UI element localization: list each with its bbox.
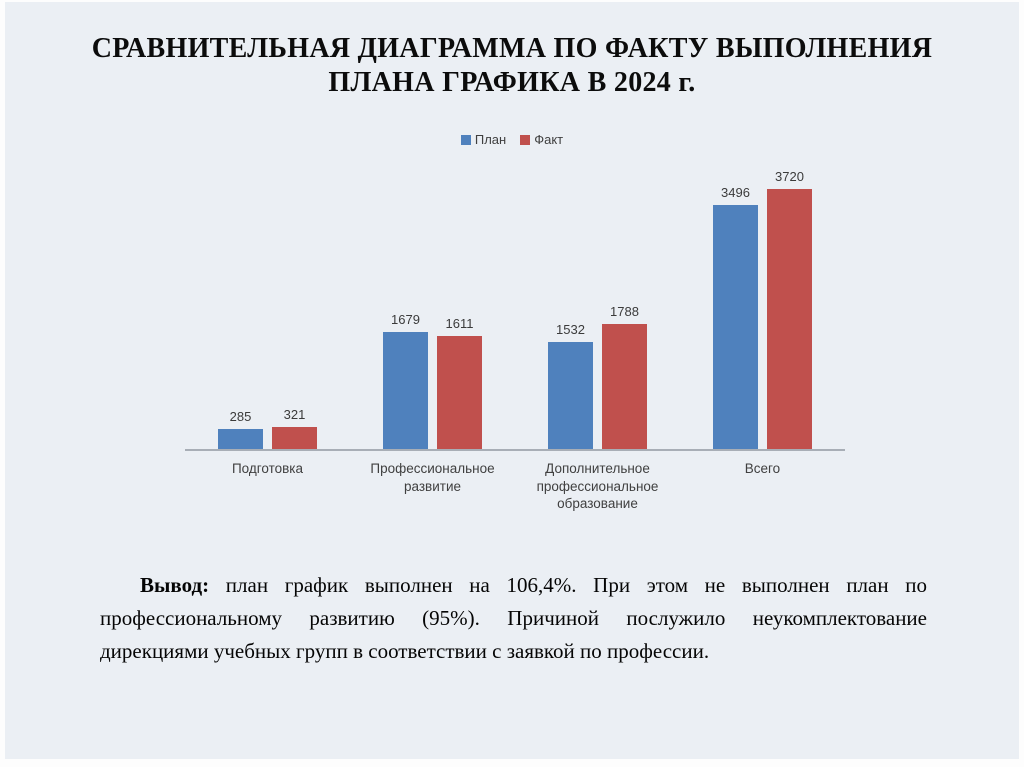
legend-label: Факт — [534, 132, 564, 148]
bar-План — [383, 332, 428, 450]
bar-with-label: 321 — [272, 407, 317, 450]
bar-with-label: 1788 — [602, 304, 647, 450]
bar-chart: 285 321 1679 1611 1532 1788 3496 3720 Подготовк… — [185, 163, 845, 513]
category-label: Дополнительное профессиональное образова… — [536, 461, 659, 512]
bar-value-label: 1532 — [556, 322, 585, 338]
bar-with-label: 1532 — [548, 322, 593, 450]
chart-legend: План Факт — [5, 132, 1019, 147]
category-axis-labels: Подготовка Профессиональное развитие Допол… — [185, 460, 845, 513]
conclusion-text: Вывод: план график выполнен на 106,4%. П… — [100, 569, 927, 668]
bar-value-label: 321 — [283, 407, 306, 423]
bar-value-label: 1611 — [445, 316, 474, 332]
bar-with-label: 1679 — [383, 312, 428, 450]
bar-Факт — [437, 336, 482, 450]
bar-value-label: 285 — [229, 409, 252, 425]
bar-value-label: 3720 — [775, 169, 804, 185]
bar-with-label: 3720 — [767, 169, 812, 450]
category-label: Профессиональное развитие — [370, 461, 495, 494]
bar-group: 1679 1611 — [350, 163, 515, 450]
bar-План — [548, 342, 593, 450]
legend-entry: План — [460, 132, 507, 148]
legend-entry: Факт — [520, 132, 563, 147]
conclusion-label: Вывод: — [140, 572, 210, 597]
category-label: Всего — [744, 461, 781, 477]
legend-swatch-Факт — [520, 134, 531, 145]
slide: СРАВНИТЕЛЬНАЯ ДИАГРАММА ПО ФАКТУ ВЫПОЛНЕ… — [5, 2, 1019, 759]
bar-Факт — [602, 324, 647, 450]
bar-Факт — [767, 189, 812, 450]
bar-with-label: 1611 — [437, 316, 482, 450]
bar-groups: 285 321 1679 1611 1532 1788 3496 3720 — [185, 163, 845, 450]
x-axis-line — [185, 449, 845, 452]
bar-План — [713, 205, 758, 450]
chart-title: СРАВНИТЕЛЬНАЯ ДИАГРАММА ПО ФАКТУ ВЫПОЛНЕ… — [91, 33, 933, 99]
bar-group: 1532 1788 — [515, 163, 680, 450]
bar-План — [218, 429, 263, 450]
legend-label: План — [474, 132, 507, 148]
bar-with-label: 285 — [218, 409, 263, 450]
conclusion-body: план график выполнен на 106,4%. При этом… — [100, 572, 927, 663]
bar-with-label: 3496 — [713, 185, 758, 450]
bar-value-label: 1788 — [610, 304, 639, 320]
bar-value-label: 3496 — [721, 185, 750, 201]
category-label: Подготовка — [231, 461, 304, 477]
bar-value-label: 1679 — [391, 312, 420, 328]
legend-swatch-План — [460, 134, 471, 145]
bar-group: 285 321 — [185, 163, 350, 450]
bar-group: 3496 3720 — [680, 163, 845, 450]
bar-Факт — [272, 427, 317, 450]
